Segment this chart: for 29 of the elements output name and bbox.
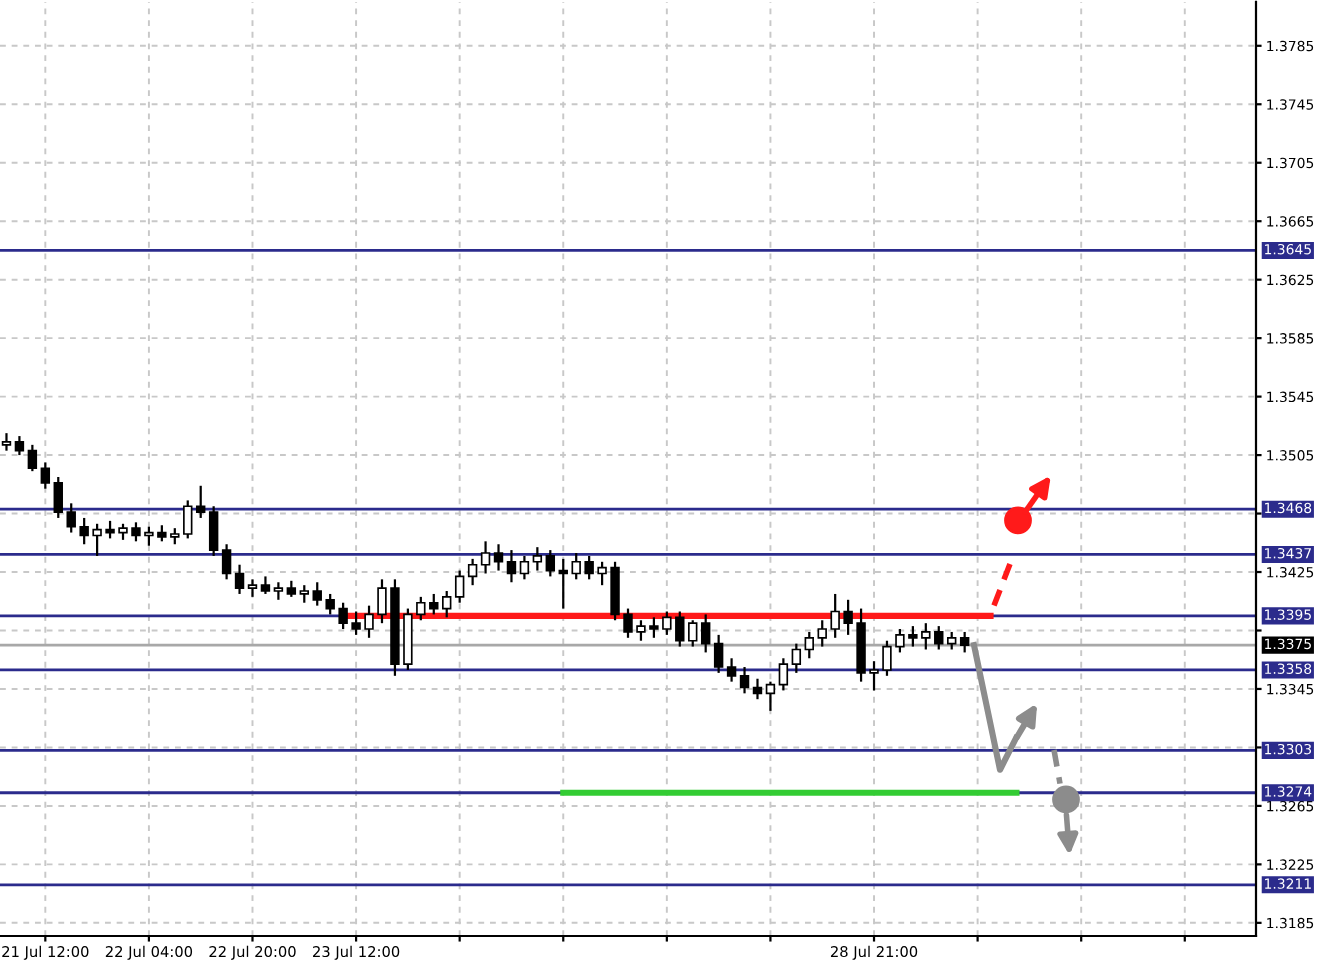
candlestick [493,543,504,572]
candlestick [519,554,530,581]
candlestick [442,589,452,619]
candlestick [40,461,51,490]
candlestick [247,578,258,598]
candlestick [778,657,789,692]
candlestick [208,505,219,558]
candlestick [506,548,517,584]
candlestick [467,557,478,587]
candlestick [791,642,802,674]
candlestick [765,680,776,712]
candlestick [480,540,491,575]
candlestick [234,563,245,596]
candlestick [726,657,737,683]
candlestick [532,546,543,572]
candlestick [221,543,232,581]
candlestick [959,630,970,654]
candlestick [1,432,12,452]
candlestick [804,630,814,660]
candlestick [454,569,465,604]
candlestick [713,633,724,674]
candlestick [14,434,25,457]
candlestick [273,581,284,601]
candlestick [545,548,556,578]
candlestick [700,613,711,654]
candlestick [195,484,206,520]
candlestick [739,665,750,695]
candlestick [752,677,763,701]
candlestick [27,443,38,473]
